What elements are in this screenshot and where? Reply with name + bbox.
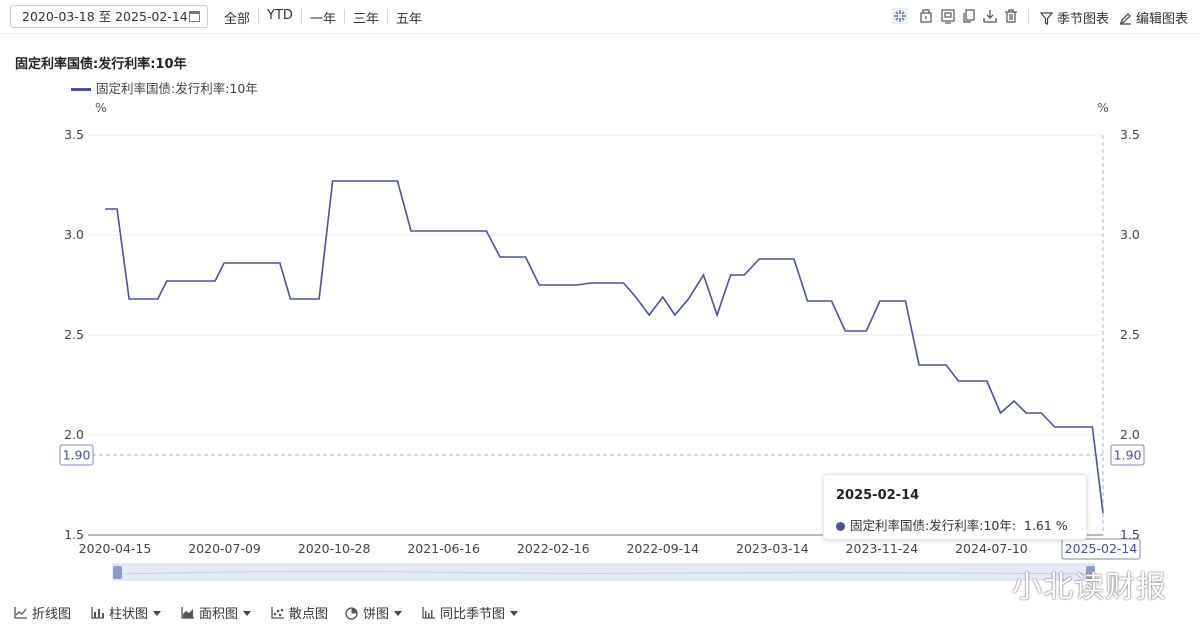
series-line [105, 180, 1104, 514]
x-tick-label: 2020-07-09 [188, 541, 261, 556]
grid-lines [88, 134, 1103, 436]
range-5y-button[interactable]: 五年 [396, 12, 423, 27]
area-chart-icon [181, 607, 194, 619]
tooltip-row: 固定利率国债:发行利率:10年: 1.61 % [836, 515, 1068, 534]
crosshair-label-right-box [1110, 444, 1145, 466]
y-tick-label-right: 1.5 [1120, 527, 1140, 542]
crosshair-label-left: 1.90 [63, 448, 91, 463]
delete-icon[interactable] [1003, 8, 1019, 24]
x-tick-label: 2020-04-15 [79, 541, 152, 556]
line-chart-button[interactable]: 折线图 [14, 603, 71, 622]
divider [344, 9, 345, 24]
crosshair-label-right: 1.90 [1114, 448, 1142, 463]
bar-chart-icon [91, 607, 104, 619]
x-tick-label: 2023-03-14 [736, 541, 809, 556]
legend-label: 固定利率国债:发行利率:10年 [96, 81, 258, 96]
line-chart-label: 折线图 [32, 607, 72, 622]
dropdown-caret-icon [153, 611, 162, 616]
restore-icon[interactable] [918, 8, 934, 24]
column-chart-button[interactable]: 柱状图 [91, 603, 162, 622]
y-tick-label-left: 1.5 [64, 527, 84, 542]
crosshair-label-left-box [59, 444, 94, 466]
slider-handle-right[interactable] [1086, 566, 1095, 579]
pie-chart-label: 饼图 [363, 607, 390, 622]
area-chart-button[interactable]: 面积图 [181, 603, 252, 622]
x-tick-label: 2021-06-16 [407, 541, 480, 556]
range-ytd-button[interactable]: YTD [267, 8, 293, 23]
filter-icon [1039, 12, 1054, 25]
x-axis: 2020-04-15 2020-07-09 2020-10-28 2021-06-16… [79, 538, 1141, 560]
column-chart-label: 柱状图 [109, 607, 149, 622]
range-all-button[interactable]: 全部 [224, 12, 251, 27]
calendar-icon [189, 11, 200, 22]
line-chart[interactable]: % % 1.5 2.0 2.5 3.0 3.5 1.5 2.0 2.5 3.0 3.5 2020… [0, 0, 1200, 596]
x-crosshair-label-box [1061, 538, 1141, 560]
y-unit-right: % [1097, 100, 1109, 115]
x-tick-label: 2024-07-10 [955, 541, 1028, 556]
tooltip-series: 固定利率国债:发行利率:10年: [850, 518, 1017, 533]
y-axis-left: 1.5 2.0 2.5 3.0 3.5 [64, 127, 84, 542]
divider [258, 9, 259, 24]
data-tooltip: 2025-02-14 固定利率国债:发行利率:10年: 1.61 % [823, 474, 1087, 540]
y-unit-left: % [95, 100, 107, 115]
crosshair-icon[interactable] [892, 8, 908, 24]
divider [1028, 9, 1029, 24]
copy-icon[interactable] [961, 8, 977, 24]
legend-swatch [71, 88, 91, 91]
pie-chart-icon [345, 607, 358, 620]
scatter-chart-button[interactable]: 散点图 [271, 603, 328, 622]
watermark-text: 小北读财报 [1012, 570, 1167, 605]
scatter-chart-label: 散点图 [289, 607, 329, 622]
yoy-seasonal-button[interactable]: 同比季节图 [422, 603, 519, 622]
series-dot [836, 522, 845, 531]
y-tick-label-left: 3.5 [64, 127, 84, 142]
y-tick-label-left: 2.5 [64, 327, 84, 342]
chart-title: 固定利率国债:发行利率:10年 [15, 57, 187, 72]
x-tick-label: 2022-02-16 [517, 541, 590, 556]
tooltip-date: 2025-02-14 [836, 488, 920, 503]
chart-type-bar: 折线图 柱状图 面积图 散点图 饼图 同比季节图 [0, 596, 1200, 624]
tooltip-value: 1.61 % [1024, 518, 1068, 533]
x-tick-label: 2023-11-24 [846, 541, 919, 556]
y-tick-label-right: 2.0 [1120, 427, 1140, 442]
pie-chart-button[interactable]: 饼图 [345, 603, 403, 622]
y-tick-label-right: 3.5 [1120, 127, 1140, 142]
pencil-icon [1120, 13, 1131, 25]
range-3y-button[interactable]: 三年 [353, 12, 380, 27]
area-chart-label: 面积图 [199, 607, 239, 622]
dropdown-caret-icon [394, 611, 403, 616]
y-tick-label-right: 3.0 [1120, 227, 1140, 242]
seasonal-chart-button[interactable]: 季节图表 [1039, 8, 1110, 27]
edit-chart-label: 编辑图表 [1136, 12, 1189, 27]
slider-handle-left[interactable] [113, 566, 122, 579]
y-tick-label-right: 2.5 [1120, 327, 1140, 342]
zoom-slider[interactable] [112, 563, 1095, 581]
top-toolbar: 2020-03-18 至 2025-02-14 全部 YTD 一年 三年 五年 … [0, 0, 1200, 34]
download-icon[interactable] [982, 8, 998, 24]
line-chart-icon [14, 607, 27, 619]
edit-chart-button[interactable]: 编辑图表 [1119, 8, 1188, 27]
scatter-chart-icon [271, 607, 284, 619]
image-icon[interactable] [940, 8, 956, 24]
date-range-text: 2020-03-18 至 2025-02-14 [22, 9, 188, 24]
y-tick-label-left: 2.0 [64, 427, 84, 442]
date-range-picker[interactable]: 2020-03-18 至 2025-02-14 [10, 5, 208, 28]
range-1y-button[interactable]: 一年 [310, 12, 337, 27]
yoy-seasonal-label: 同比季节图 [440, 607, 506, 622]
x-tick-label: 2020-10-28 [298, 541, 371, 556]
y-tick-label-left: 3.0 [64, 227, 84, 242]
divider [387, 9, 388, 24]
seasonal-chart-icon [422, 607, 435, 619]
dropdown-caret-icon [510, 611, 519, 616]
x-tick-label: 2025-02-14 [1065, 541, 1138, 556]
crosshair: 1.90 1.90 [59, 135, 1145, 535]
y-axis-right: 1.5 2.0 2.5 3.0 3.5 [1120, 127, 1140, 542]
seasonal-chart-label: 季节图表 [1057, 12, 1110, 27]
divider [301, 9, 302, 24]
legend-item[interactable]: 固定利率国债:发行利率:10年 [71, 78, 258, 97]
dropdown-caret-icon [243, 611, 252, 616]
x-tick-label: 2022-09-14 [626, 541, 699, 556]
